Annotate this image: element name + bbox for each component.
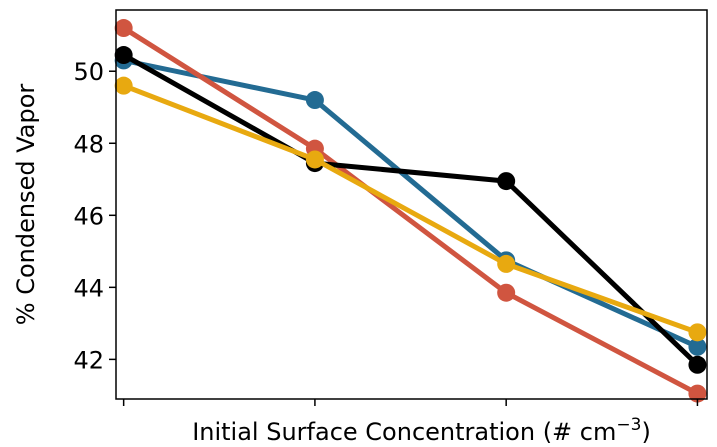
series-3-point bbox=[688, 355, 707, 374]
series-line-3 bbox=[122, 52, 700, 367]
series-layer bbox=[114, 19, 707, 403]
series-3-point bbox=[114, 46, 133, 65]
series-line-4 bbox=[122, 83, 699, 335]
series-2-point bbox=[688, 384, 707, 403]
series-4-point bbox=[688, 323, 707, 342]
series-3-point bbox=[497, 172, 516, 191]
series-2-point bbox=[497, 283, 516, 302]
series-4-point bbox=[305, 150, 324, 169]
series-4-point bbox=[497, 254, 516, 273]
y-tick-label: 50 bbox=[73, 58, 104, 86]
series-1-point bbox=[305, 91, 324, 110]
y-axis-label: % Condensed Vapor bbox=[12, 84, 40, 326]
y-tick-label: 48 bbox=[73, 130, 104, 158]
x-axis-label-text: Initial Surface Concentration (# cm bbox=[192, 418, 616, 446]
series-4-point bbox=[114, 76, 133, 95]
plot-frame bbox=[115, 9, 708, 400]
x-axis-label-suffix: ) bbox=[641, 418, 650, 446]
x-axis-label: Initial Surface Concentration (# cm−3) bbox=[192, 415, 651, 446]
series-line-2 bbox=[122, 25, 699, 396]
y-tick-label: 46 bbox=[73, 202, 104, 230]
y-tick-label: 42 bbox=[73, 346, 104, 374]
series-1-point bbox=[688, 337, 707, 356]
series-line-1 bbox=[123, 57, 699, 350]
x-axis-label-superscript: −3 bbox=[616, 415, 641, 435]
x-axis bbox=[122, 399, 699, 406]
y-tick-label: 44 bbox=[73, 274, 104, 302]
y-axis: 42 44 46 48 50 bbox=[73, 58, 116, 374]
series-2-point bbox=[114, 19, 133, 38]
